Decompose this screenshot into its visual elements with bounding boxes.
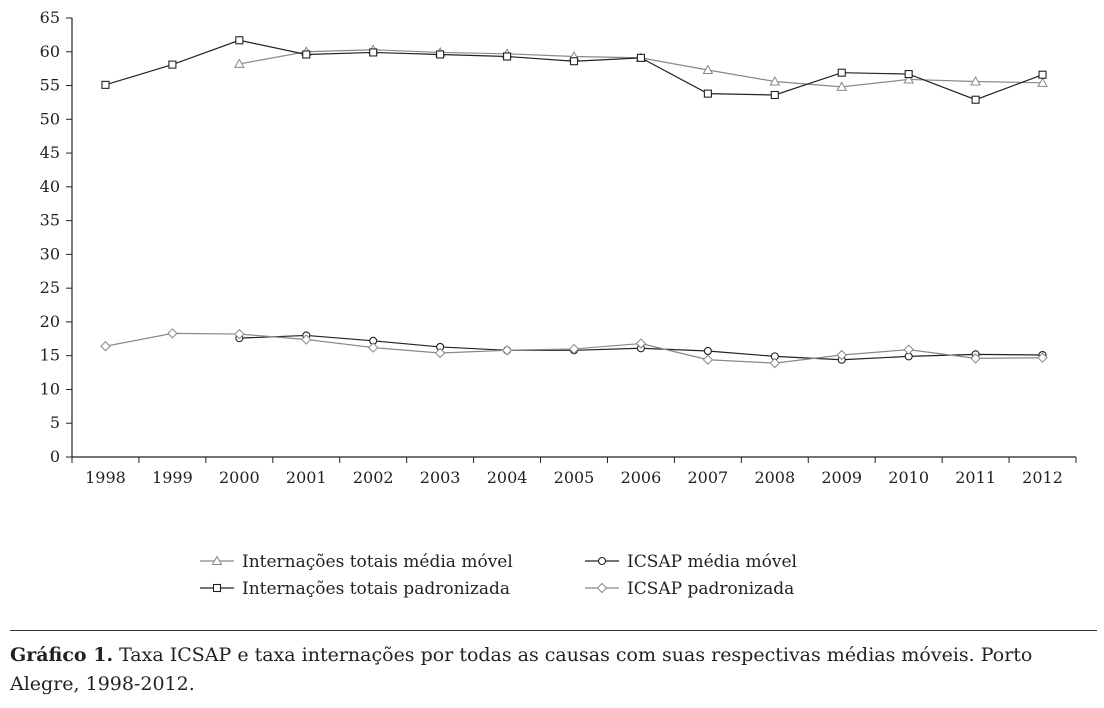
data-point	[100, 341, 111, 352]
data-point	[1037, 352, 1048, 363]
x-tick-label: 2005	[554, 468, 595, 487]
data-point	[903, 73, 915, 84]
series-diamond	[100, 328, 1048, 369]
data-point	[235, 36, 244, 45]
legend-label: ICSAP média móvel	[627, 552, 797, 572]
x-tick-label: 2002	[353, 468, 394, 487]
legend-entry: ICSAP média móvel	[585, 552, 797, 572]
legend-entry: ICSAP padronizada	[585, 579, 794, 599]
data-point	[970, 75, 981, 86]
y-tick-label: 35	[40, 211, 60, 230]
x-tick-label: 2006	[621, 468, 662, 487]
line-chart: 0 5 10 15 20 25 30 35 40 45 50 55 60 65 1998 1999 2000 20…	[40, 8, 1077, 599]
y-tick-label: 10	[40, 379, 60, 398]
data-point	[971, 95, 980, 104]
data-point	[635, 338, 647, 349]
data-point	[302, 50, 311, 59]
x-tick-label: 2000	[219, 468, 260, 487]
caption-text: Taxa ICSAP e taxa internações por todas …	[10, 644, 1033, 695]
y-tick-label: 45	[40, 143, 60, 162]
x-tick-label: 2011	[955, 468, 996, 487]
data-point	[636, 53, 645, 62]
caption-label: Gráfico 1.	[10, 644, 114, 666]
y-tick-label: 30	[40, 244, 60, 263]
legend-label: Internações totais média móvel	[242, 552, 513, 572]
data-point	[101, 80, 110, 89]
x-tick-label: 2004	[487, 468, 528, 487]
y-tick-label: 60	[40, 42, 60, 61]
data-point	[369, 48, 378, 57]
data-point	[702, 354, 714, 365]
y-tick-label: 25	[40, 278, 60, 297]
legend-square-marker	[212, 583, 222, 593]
legend-label: Internações totais padronizada	[242, 579, 510, 599]
legend-entry: Internações totais média móvel	[200, 552, 513, 572]
data-point	[836, 349, 847, 361]
data-point	[837, 68, 846, 77]
data-point	[904, 70, 913, 79]
data-point	[501, 345, 513, 356]
data-point	[770, 90, 779, 100]
y-tick-label: 0	[50, 447, 60, 466]
data-point	[168, 60, 177, 69]
series-square	[101, 36, 1047, 104]
data-point	[836, 81, 848, 91]
legend: Internações totais média móvel Internaçõe…	[200, 552, 797, 599]
y-tick-label: 20	[40, 312, 60, 331]
data-point	[903, 344, 914, 355]
data-point	[769, 75, 781, 86]
data-point	[1038, 70, 1047, 79]
x-tick-label: 2008	[754, 468, 795, 487]
data-point	[233, 58, 245, 68]
series-triangle	[233, 44, 1048, 91]
data-point	[436, 50, 445, 59]
data-point	[702, 64, 714, 75]
data-point	[970, 353, 981, 364]
data-point	[569, 57, 579, 66]
data-point	[234, 328, 245, 340]
data-point	[503, 52, 512, 61]
series-line	[105, 39, 1043, 101]
data-point	[367, 342, 379, 353]
x-tick-label: 2010	[888, 468, 929, 487]
legend-label: ICSAP padronizada	[627, 579, 794, 599]
legend-triangle-marker	[211, 555, 223, 565]
x-tick-label: 2001	[286, 468, 327, 487]
y-tick-label: 5	[50, 413, 60, 432]
legend-diamond-marker	[596, 582, 608, 594]
data-point	[167, 328, 178, 339]
data-point	[769, 357, 781, 369]
y-tick-label: 65	[40, 8, 60, 27]
x-tick-label: 1998	[85, 468, 126, 487]
data-point	[301, 334, 312, 345]
data-point	[703, 89, 712, 98]
legend-circle-marker	[597, 556, 607, 566]
y-tick-label: 15	[40, 346, 60, 365]
data-point	[434, 347, 446, 359]
y-tick-label: 55	[40, 76, 60, 95]
figure-caption: Gráfico 1. Taxa ICSAP e taxa internações…	[10, 641, 1094, 699]
x-tick-label: 2009	[821, 468, 862, 487]
y-tick-label: 40	[40, 177, 60, 196]
data-point	[568, 343, 580, 355]
x-tick-label: 1999	[152, 468, 193, 487]
series-layer	[100, 36, 1048, 369]
x-tick-label: 2003	[420, 468, 461, 487]
x-tick-label: 2012	[1022, 468, 1063, 487]
data-point	[1037, 77, 1048, 87]
x-tick-label: 2007	[688, 468, 729, 487]
legend-entry: Internações totais padronizada	[200, 579, 510, 599]
y-tick-label: 50	[40, 109, 60, 128]
data-point	[703, 346, 712, 356]
caption-divider	[10, 630, 1097, 631]
axes: 0 5 10 15 20 25 30 35 40 45 50 55 60 65 1998 1999 2000 20…	[40, 8, 1077, 487]
